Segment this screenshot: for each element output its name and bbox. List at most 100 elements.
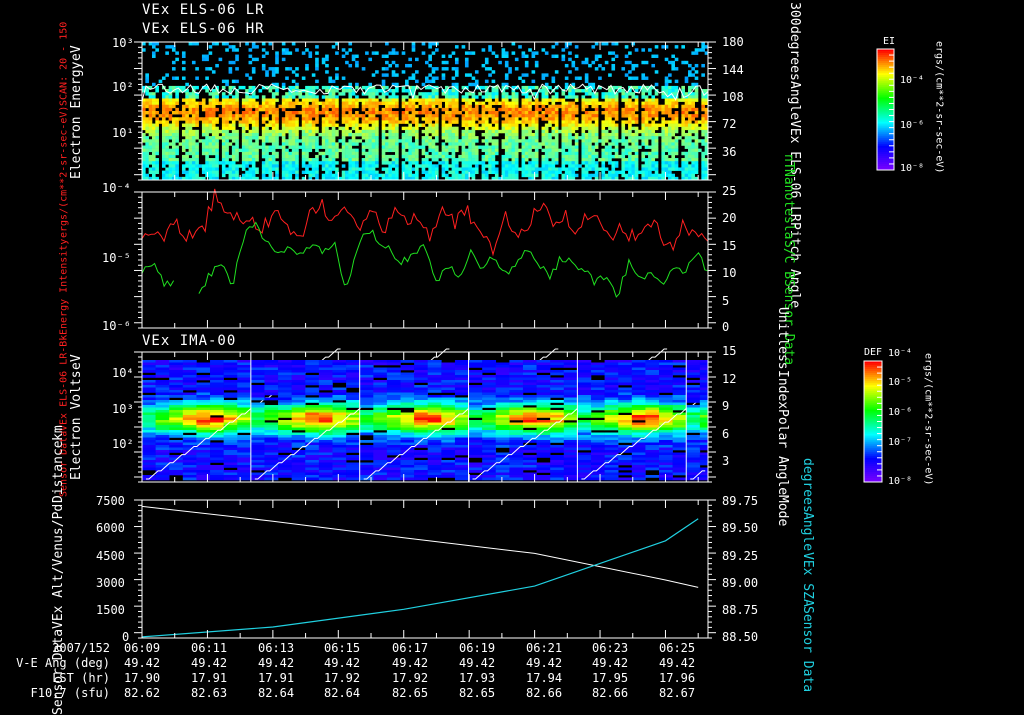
- footer-veang-1: 49.42: [191, 656, 228, 670]
- panel2-ytick-1e-4: 10⁻⁴: [102, 181, 131, 195]
- footer-f107-7: 82.66: [592, 686, 629, 700]
- footer-veang-6: 49.42: [526, 656, 563, 670]
- def-colorbar-tick-3: 10⁻⁶: [888, 407, 913, 418]
- footer-time-5: 06:19: [459, 641, 496, 655]
- footer-time-4: 06:17: [392, 641, 429, 655]
- footer-lst-7: 17.95: [592, 671, 629, 685]
- footer-row-ve-ang: V-E Ang (deg) 49.42 49.42 49.42 49.42 49…: [0, 656, 1024, 671]
- panel2-right-label: Sensor Data S/C B Nanotesla nT: [781, 153, 796, 366]
- footer-lst-3: 17.92: [324, 671, 361, 685]
- footer-label-ve-ang: V-E Ang (deg): [16, 656, 110, 670]
- footer-time-2: 06:13: [258, 641, 295, 655]
- footer-lst-1: 17.91: [191, 671, 228, 685]
- footer-label-date: 2007/152: [52, 641, 110, 655]
- footer-time-7: 06:23: [592, 641, 629, 655]
- panel3-ytick-1e3: 10³: [112, 402, 134, 416]
- panel1-y2tick-108: 108: [722, 90, 744, 104]
- footer-row-lst: LST (hr) 17.90 17.91 17.91 17.92 17.92 1…: [0, 671, 1024, 686]
- panel1-title-lr: VEx ELS-06 LR: [142, 2, 265, 18]
- panel4-y2tick-89.25: 89.25: [722, 549, 759, 563]
- footer-time-3: 06:15: [324, 641, 361, 655]
- ei-colorbar-tick-2: 10⁻⁶: [900, 120, 925, 131]
- footer-row-f107: F10.7 (sfu) 82.62 82.63 82.64 82.64 82.6…: [0, 686, 1024, 701]
- footer-f107-0: 82.62: [124, 686, 161, 700]
- footer-f107-3: 82.64: [324, 686, 361, 700]
- panel4-ytick-4500: 4500: [96, 549, 125, 563]
- def-colorbar-title: DEF: [864, 347, 883, 358]
- footer-lst-4: 17.92: [392, 671, 429, 685]
- footer-time-1: 06:11: [191, 641, 228, 655]
- footer-veang-4: 49.42: [392, 656, 429, 670]
- panel1-title-hr: VEx ELS-06 HR: [142, 21, 265, 37]
- panel2-y2tick-20: 20: [722, 211, 737, 225]
- panel2-y2tick-25: 25: [722, 184, 737, 198]
- panel2-y2tick-0: 0: [722, 320, 730, 334]
- footer-lst-0: 17.90: [124, 671, 161, 685]
- panel1-y2tick-36: 36: [722, 145, 737, 159]
- panel1-y2tick-180: 180: [722, 35, 744, 49]
- footer-f107-2: 82.64: [258, 686, 295, 700]
- footer-lst-8: 17.96: [659, 671, 696, 685]
- panel4-ytick-1500: 1500: [96, 603, 125, 617]
- footer-lst-5: 17.93: [459, 671, 496, 685]
- ei-colorbar-title: EI: [883, 36, 896, 47]
- panel4-ytick-6000: 6000: [96, 521, 125, 535]
- ei-colorbar-units: ergs/(cm**2-sr-sec-eV): [933, 40, 945, 174]
- panel1-ytick-1e1: 10¹: [112, 126, 134, 140]
- def-colorbar-units: ergs/(cm**2-sr-sec-eV): [922, 353, 934, 486]
- ei-colorbar-tick-3: 10⁻⁸: [900, 163, 925, 174]
- panel3-y2tick-3: 3: [722, 454, 730, 468]
- panel2-y2tick-15: 15: [722, 239, 737, 253]
- panel4-ytick-7500: 7500: [96, 494, 125, 508]
- panel3-y2tick-12: 12: [722, 372, 737, 386]
- footer-f107-1: 82.63: [191, 686, 228, 700]
- def-colorbar-tick-4: 10⁻⁷: [888, 437, 913, 448]
- panel4-ytick-0: 0: [122, 630, 130, 644]
- panel4-y2tick-89.00: 89.00: [722, 576, 759, 590]
- panel1-y2tick-144: 144: [722, 63, 744, 77]
- panel4-ytick-3000: 3000: [96, 576, 125, 590]
- footer-time-8: 06:25: [659, 641, 696, 655]
- footer-time-0: 06:09: [124, 641, 161, 655]
- footer-f107-8: 82.67: [659, 686, 696, 700]
- panel2-y2tick-10: 10: [722, 266, 737, 280]
- footer-veang-3: 49.42: [324, 656, 361, 670]
- panel3-y2tick-6: 6: [722, 427, 730, 441]
- footer-label-f107: F10.7 (sfu): [30, 686, 110, 700]
- panel3-title: VEx IMA-00: [142, 333, 237, 349]
- footer-f107-4: 82.65: [392, 686, 429, 700]
- panel2-ytick-1e-6: 10⁻⁶: [102, 319, 131, 333]
- panel2-y2tick-5: 5: [722, 294, 730, 308]
- footer-row-date: 2007/152 06:09 06:11 06:13 06:15 06:17 0…: [0, 641, 1024, 656]
- panel1-ytick-1e2: 10²: [112, 80, 134, 94]
- panel4-y2tick-88.50: 88.50: [722, 630, 759, 644]
- panel4-y2tick-89.75: 89.75: [722, 494, 759, 508]
- panel4-left-label: Sensor Data VEx Alt/Venus/Pd Distance km: [51, 425, 66, 715]
- footer-veang-5: 49.42: [459, 656, 496, 670]
- def-colorbar-tick-5: 10⁻⁸: [888, 476, 913, 487]
- ei-colorbar-tick-1: 10⁻⁴: [900, 75, 925, 86]
- def-colorbar-tick-2: 10⁻⁵: [888, 377, 913, 388]
- footer-f107-6: 82.66: [526, 686, 563, 700]
- panel2-left-label: Sensor Data VEx ELS-06 LR-Bk Energy Inte…: [58, 21, 70, 498]
- panel4-right-label: Sensor Data VEx SZA Angle degrees: [800, 457, 815, 693]
- footer-time-6: 06:21: [526, 641, 563, 655]
- footer-f107-5: 82.65: [459, 686, 496, 700]
- panel3-right-label: Mode Polar Angle Index Unitless: [775, 307, 790, 527]
- panel3-left-label: Electron Volts eV: [69, 354, 84, 480]
- footer-veang-8: 49.42: [659, 656, 696, 670]
- panel4-y2tick-88.75: 88.75: [722, 603, 759, 617]
- panel4-y2tick-89.50: 89.50: [722, 521, 759, 535]
- panel1-ytick-1e3: 10³: [112, 36, 134, 50]
- panel2-ytick-1e-5: 10⁻⁵: [102, 251, 131, 265]
- panel3-y2tick-9: 9: [722, 399, 730, 413]
- panel3-y2tick-15: 15: [722, 344, 737, 358]
- footer-lst-2: 17.91: [258, 671, 295, 685]
- footer-veang-2: 49.42: [258, 656, 295, 670]
- panel1-right-label: Pitch Angle VEx ELS-06 LR Angle degrees …: [787, 0, 802, 308]
- panel3-ytick-1e4: 10⁴: [112, 366, 134, 380]
- def-colorbar-tick-1: 10⁻⁴: [888, 348, 913, 359]
- panel3-ytick-1e2: 10²: [112, 437, 134, 451]
- panel1-y2tick-72: 72: [722, 117, 737, 131]
